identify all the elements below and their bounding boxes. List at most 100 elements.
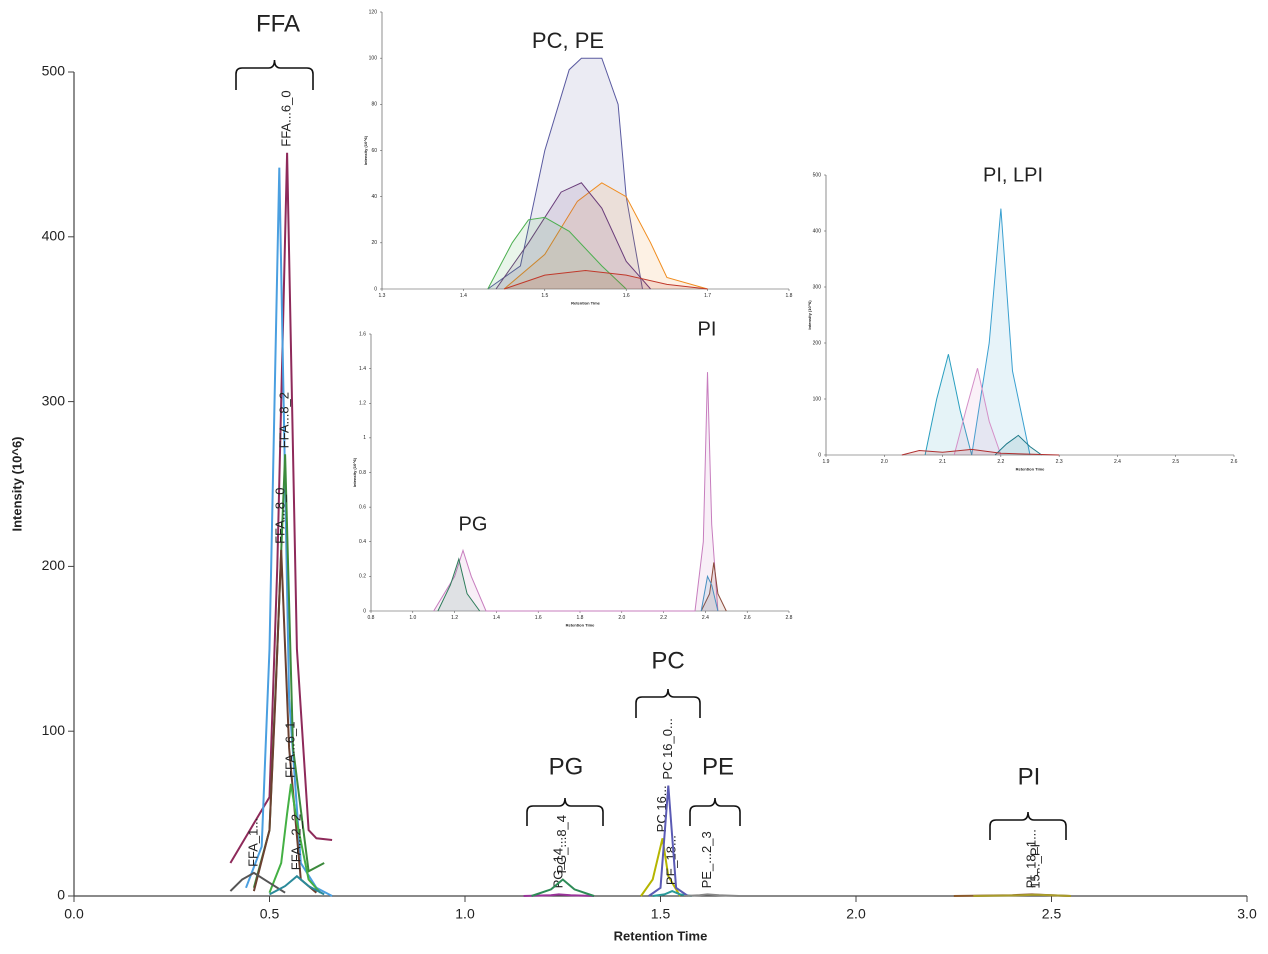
bracket (235, 59, 314, 90)
peak-label: PE_...2_3 (699, 831, 714, 888)
peak-area (971, 208, 1030, 455)
peak-area (433, 372, 718, 611)
peak-area (925, 354, 972, 455)
x-tick-label: 1.8 (786, 293, 793, 299)
group-annotation: PC, PE (532, 28, 604, 53)
x-tick-label: 2.0 (618, 615, 625, 621)
x-tick-label: 1.6 (623, 293, 630, 299)
x-axis-label: Retention Time (571, 301, 601, 306)
x-tick-label: 2.2 (660, 615, 667, 621)
peak-line (229, 152, 333, 864)
peak-line (924, 354, 973, 456)
peak-area (901, 449, 1060, 455)
y-tick-label: 400 (813, 228, 822, 234)
peak-label: PE_18... (664, 835, 679, 885)
y-axis-label: Intensity (10^6) (363, 135, 368, 165)
peak-line (503, 269, 708, 290)
peak-label: FFA...6_1 (282, 722, 297, 778)
y-axis-label: Intensity (10^6) (352, 457, 357, 487)
x-tick-label: 1.2 (451, 615, 458, 621)
x-tick-label: 1.8 (577, 615, 584, 621)
y-tick-label: 80 (371, 102, 377, 108)
y-tick-label: 400 (42, 228, 66, 244)
peak-area (504, 182, 708, 289)
x-tick-label: 2.5 (1172, 459, 1179, 465)
y-tick-label: 500 (42, 63, 66, 79)
peak-line (901, 448, 1060, 456)
group-annotation: PG (549, 753, 584, 780)
bracket (526, 797, 604, 826)
y-tick-label: 20 (371, 240, 377, 246)
x-tick-label: 2.1 (939, 459, 946, 465)
y-tick-label: 500 (813, 172, 822, 178)
peak-line (971, 208, 1031, 456)
x-tick-label: 3.0 (1237, 905, 1257, 921)
y-tick-label: 100 (369, 55, 378, 61)
x-tick-label: 1.5 (541, 293, 548, 299)
y-tick-label: 60 (371, 148, 377, 154)
x-tick-label: 1.0 (455, 905, 475, 921)
x-axis-label: Retention Time (1016, 467, 1046, 472)
x-tick-label: 2.6 (1231, 459, 1238, 465)
peak-area (437, 559, 480, 611)
inset-background (345, 318, 797, 632)
bracket (989, 811, 1067, 840)
peak-label: FFA...8_2 (277, 392, 292, 448)
group-annotation: PG (459, 513, 488, 535)
y-tick-label: 100 (42, 722, 66, 738)
x-axis-label: Retention Time (566, 623, 596, 628)
y-tick-label: 200 (813, 340, 822, 346)
x-tick-label: 2.4 (702, 615, 709, 621)
x-tick-label: 1.5 (651, 905, 671, 921)
peak-line (994, 434, 1042, 456)
peak-line (648, 785, 689, 897)
x-tick-label: 1.4 (460, 293, 467, 299)
x-tick-label: 1.4 (493, 615, 500, 621)
peak-area (995, 435, 1042, 455)
peak-label: PI_18_1... (1023, 829, 1038, 888)
peak-line (487, 57, 643, 290)
y-tick-label: 300 (42, 392, 66, 408)
peak-line (652, 890, 692, 897)
peak-line (503, 182, 708, 290)
peak-line (245, 167, 333, 897)
x-tick-label: 0.8 (368, 615, 375, 621)
bracket (689, 797, 741, 826)
x-tick-label: 0.0 (64, 905, 84, 921)
x-tick-label: 0.5 (260, 905, 280, 921)
group-annotation: PI (698, 318, 717, 340)
peak-label: FFA...8_0 (273, 488, 288, 544)
x-tick-label: 2.0 (881, 459, 888, 465)
peak-line (683, 893, 739, 897)
peak-line (437, 557, 481, 612)
peak-line (268, 783, 322, 894)
x-tick-label: 2.5 (1042, 905, 1062, 921)
x-tick-label: 2.3 (1056, 459, 1063, 465)
bracket (635, 688, 701, 718)
y-axis-label: Intensity (10^6) (9, 436, 24, 531)
group-annotation: PI (1018, 763, 1041, 790)
peak-line (523, 893, 595, 897)
y-tick-label: 1 (363, 435, 366, 441)
peak-line (700, 562, 727, 612)
peak-line (269, 874, 325, 896)
peak-line (953, 368, 1002, 456)
peak-area (504, 270, 708, 289)
x-tick-label: 1.7 (704, 293, 711, 299)
y-axis-label: Intensity (10^6) (807, 300, 812, 330)
y-tick-label: 100 (813, 396, 822, 402)
y-tick-label: 1.6 (359, 331, 366, 337)
peak-line (973, 893, 1072, 897)
x-tick-label: 2.6 (744, 615, 751, 621)
peak-line (495, 182, 651, 290)
peak-area (701, 576, 718, 611)
inset-background (797, 165, 1242, 476)
x-tick-label: 2.2 (997, 459, 1004, 465)
peak-label: FFA...2_2 (288, 814, 303, 870)
y-tick-label: 1.4 (359, 366, 366, 372)
x-tick-label: 1.3 (379, 293, 386, 299)
x-tick-label: 2.8 (786, 615, 793, 621)
inset-background (345, 4, 797, 300)
x-tick-label: 1.9 (823, 459, 830, 465)
